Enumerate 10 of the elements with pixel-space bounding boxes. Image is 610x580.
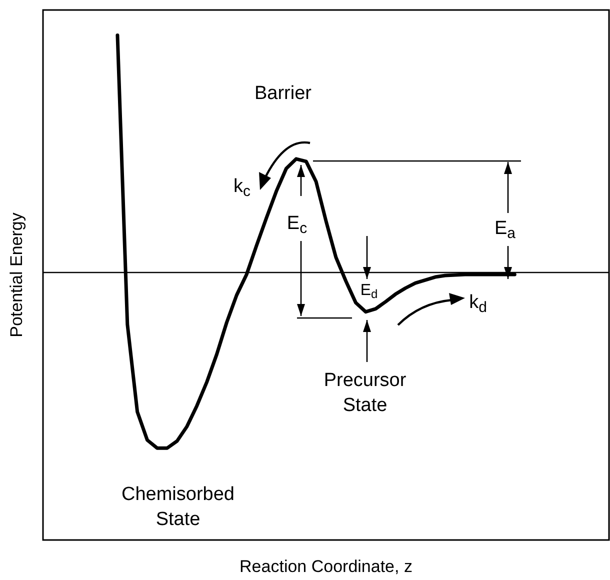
x-axis-title: Reaction Coordinate, z [240,557,412,576]
annotation: E$_{d}$ [360,282,378,301]
annotation: E$_{a}$ [494,218,516,242]
annotation: k$_{c}$ [234,176,251,200]
annotation: Barrier [254,83,312,104]
y-axis-title: Potential Energy [7,212,26,338]
annotation: E$_{c}$ [286,213,308,237]
annotation: k$_{d}$ [469,292,487,316]
annotation: Chemisorbed State [122,484,234,530]
annotation: Precursor State [324,370,407,416]
